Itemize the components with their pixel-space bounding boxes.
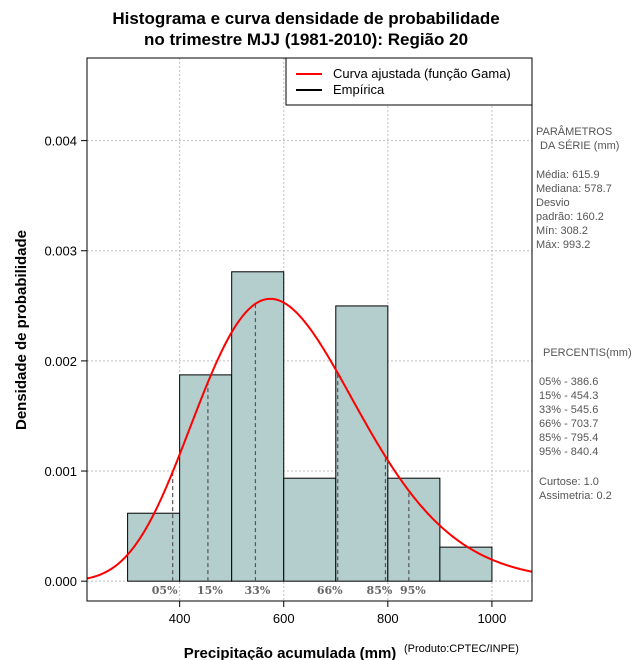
series-parameters-panel: PARÂMETROS DA SÉRIE (mm) Média: 615.9 Me… xyxy=(536,125,619,251)
histogram-bars xyxy=(127,271,493,582)
legend-label-fitted: Curva ajustada (função Gama) xyxy=(333,66,511,81)
param-desvio-2: padrão: 160.2 xyxy=(536,211,604,223)
y-axis-title: Densidade de probabilidade xyxy=(13,230,30,430)
histogram-bar-6 xyxy=(439,546,493,582)
x-axis-title: Precipitação acumulada (mm) xyxy=(184,645,397,660)
curtose: Curtose: 1.0 xyxy=(539,476,599,488)
histogram-bar-0 xyxy=(127,512,181,582)
percentil-15: 15% - 454.3 xyxy=(539,390,598,402)
y-axis-ticks: 0.000 0.001 0.002 0.003 0.004 xyxy=(44,134,87,589)
y-tick-label-0: 0.000 xyxy=(44,574,77,589)
y-tick-label-2: 0.002 xyxy=(44,354,77,369)
percentile-label-15: 15% xyxy=(197,584,223,597)
x-tick-label-600: 600 xyxy=(273,611,295,626)
histogram-bar-4 xyxy=(335,305,389,582)
percentil-66: 66% - 703.7 xyxy=(539,418,598,430)
x-tick-label-400: 400 xyxy=(169,611,191,626)
histogram-bar-1 xyxy=(179,374,233,582)
y-tick-label-4: 0.004 xyxy=(44,134,77,149)
param-max: Máx: 993.2 xyxy=(536,239,590,251)
percentis-title: PERCENTIS(mm) xyxy=(543,347,632,359)
params-title-1: PARÂMETROS xyxy=(536,125,612,138)
legend-box xyxy=(285,57,533,106)
percentile-label-05: 05% xyxy=(152,584,178,597)
histogram-bar-3 xyxy=(283,477,337,582)
x-tick-label-1000: 1000 xyxy=(477,611,506,626)
y-tick-label-1: 0.001 xyxy=(44,464,77,479)
fitted-gamma-curve xyxy=(86,297,533,580)
chart-title-line-2: no trimestre MJJ (1981-2010): Região 20 xyxy=(144,30,468,49)
percentile-label-95: 95% xyxy=(400,584,426,597)
x-axis-ticks: 400 600 800 1000 xyxy=(169,601,506,626)
assimetria: Assimetria: 0.2 xyxy=(539,490,612,502)
y-tick-label-3: 0.003 xyxy=(44,244,77,259)
credit-text: (Produto:CPTEC/INPE) xyxy=(404,643,519,655)
histogram-bar-2 xyxy=(231,271,285,582)
percentil-33: 33% - 545.6 xyxy=(539,404,598,416)
param-media: Média: 615.9 xyxy=(536,169,600,181)
percentil-95: 95% - 840.4 xyxy=(539,446,598,458)
percentile-label-85: 85% xyxy=(367,584,393,597)
percentile-label-66: 66% xyxy=(317,584,343,597)
param-mediana: Mediana: 578.7 xyxy=(536,183,612,195)
percentile-label-33: 33% xyxy=(245,584,271,597)
percentil-05: 05% - 386.6 xyxy=(539,376,598,388)
legend: Curva ajustada (função Gama) Empírica xyxy=(285,57,533,106)
histogram-bar-5 xyxy=(387,477,441,582)
percentiles-panel: PERCENTIS(mm) 05% - 386.6 15% - 454.3 33… xyxy=(539,347,632,502)
chart-title-line-1: Histograma e curva densidade de probabil… xyxy=(112,9,499,28)
param-desvio-1: Desvio xyxy=(536,197,570,209)
percentile-labels: 05% 15% 33% 66% 85% 95% xyxy=(152,584,426,597)
percentil-85: 85% - 795.4 xyxy=(539,432,598,444)
percentile-lines xyxy=(172,303,410,582)
legend-label-empirical: Empírica xyxy=(333,82,385,97)
x-tick-label-800: 800 xyxy=(377,611,399,626)
param-min: Mín: 308.2 xyxy=(536,225,588,237)
params-title-2: DA SÉRIE (mm) xyxy=(540,139,619,152)
